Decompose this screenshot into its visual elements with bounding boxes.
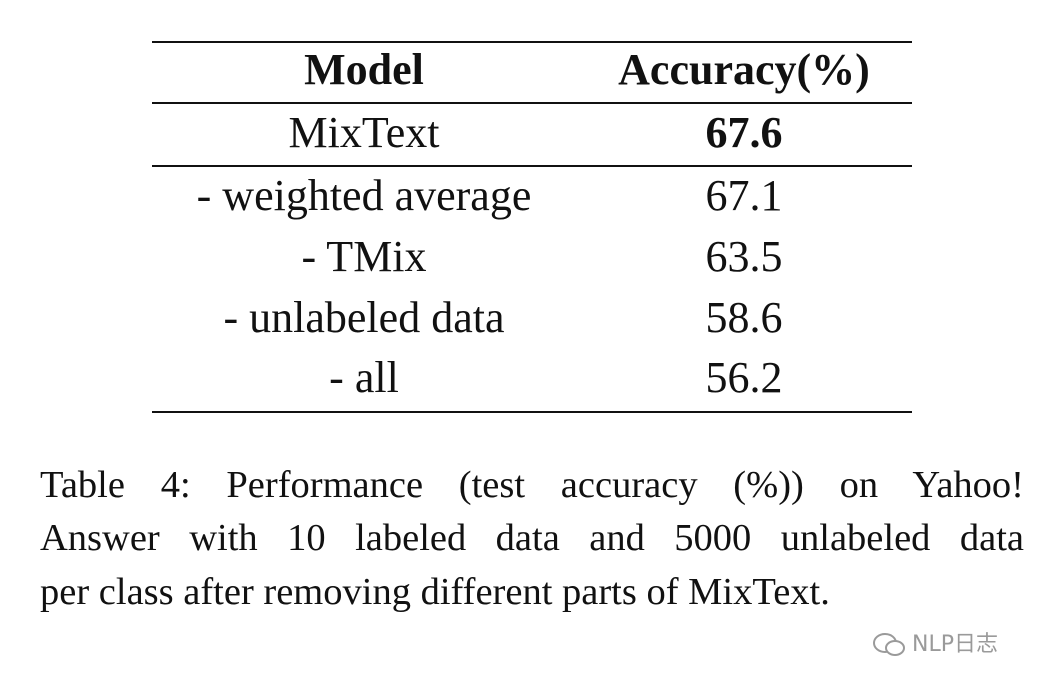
table-cell: - all bbox=[329, 353, 399, 402]
table-cell: 67.1 bbox=[705, 171, 783, 220]
table-cell: 67.6 bbox=[705, 108, 783, 157]
table-cell: - weighted average bbox=[196, 171, 532, 220]
header-cell: Model bbox=[304, 45, 424, 94]
caption-line: Answer with 10 labeled data and 5000 unl… bbox=[40, 517, 1024, 559]
table-cell: - TMix bbox=[301, 232, 427, 281]
rule-header bbox=[152, 102, 912, 104]
rule-mid bbox=[152, 165, 912, 167]
wechat-icon bbox=[873, 633, 905, 656]
watermark: NLP日志 bbox=[872, 626, 998, 658]
watermark-text: NLP日志 bbox=[912, 632, 998, 657]
caption-line: per class after removing different parts… bbox=[40, 571, 830, 613]
table-cell: MixText bbox=[288, 108, 440, 157]
table-cell: 56.2 bbox=[705, 353, 783, 402]
table-cell: - unlabeled data bbox=[223, 293, 505, 342]
table-cell: 58.6 bbox=[705, 293, 783, 342]
rule-bottom bbox=[152, 411, 912, 413]
rule-top bbox=[152, 41, 912, 43]
table-cell: 63.5 bbox=[705, 232, 783, 281]
caption-line: Table 4: Performance (test accuracy (%))… bbox=[40, 464, 1024, 506]
header-cell: Accuracy(%) bbox=[618, 45, 870, 94]
